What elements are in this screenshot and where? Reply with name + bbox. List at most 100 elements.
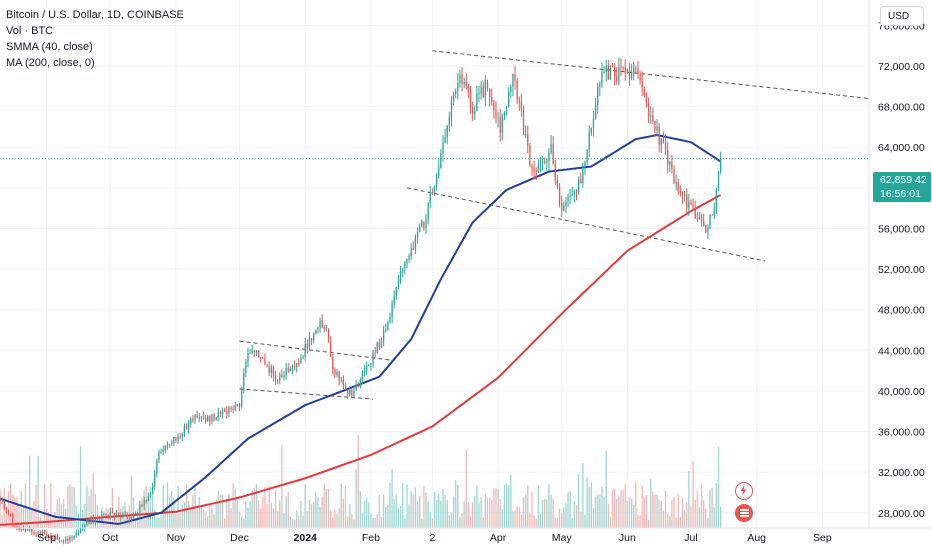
candle: [474, 105, 476, 120]
candle: [14, 522, 16, 529]
lightning-icon[interactable]: [735, 482, 753, 500]
candle-body: [491, 97, 493, 103]
candle: [372, 349, 374, 368]
candle: [700, 213, 703, 227]
volume-bar: [455, 480, 457, 528]
candle: [29, 526, 31, 532]
candle-body: [198, 417, 200, 419]
candle-body: [548, 153, 550, 162]
volume-bar: [705, 508, 707, 528]
volume-bar: [711, 487, 713, 528]
candle: [209, 415, 211, 427]
candle: [686, 188, 688, 214]
candle: [577, 176, 580, 195]
legend-ma: MA (200, close, 0): [6, 57, 95, 69]
candle-body: [645, 95, 648, 104]
volume-bar: [370, 513, 372, 528]
candle-body: [588, 132, 590, 150]
volume-bar: [524, 494, 527, 528]
volume-bar: [397, 507, 400, 528]
candle: [567, 193, 569, 207]
time-axis: Sep Oct Nov Dec 2024 Feb 2 Apr May Jun Jul Aug Sep: [37, 532, 832, 544]
candle: [465, 73, 467, 90]
candle: [315, 329, 317, 335]
candle: [573, 189, 576, 203]
volume-bar: [404, 518, 406, 528]
candle: [363, 365, 366, 377]
volume-bar: [616, 498, 618, 528]
candle: [293, 360, 296, 371]
volume-bar: [594, 496, 597, 528]
candle-body: [467, 85, 470, 92]
volume-bar: [77, 513, 80, 528]
volume-bar: [366, 497, 368, 528]
candle-body: [637, 69, 639, 74]
trendline: [432, 50, 870, 99]
volume-bar: [385, 506, 387, 528]
candle-body: [168, 444, 171, 446]
candle: [126, 512, 128, 520]
candle: [647, 97, 650, 123]
candle-body: [118, 512, 120, 517]
candle: [580, 172, 582, 184]
candle-body: [217, 412, 219, 418]
volume-bar: [26, 509, 29, 528]
candle-body: [14, 523, 16, 527]
candle-body: [35, 534, 37, 536]
candle: [41, 529, 44, 537]
candle-body: [614, 66, 616, 77]
candle: [1, 497, 3, 505]
volume-bar: [166, 482, 169, 528]
candle: [664, 134, 667, 155]
candle: [236, 403, 239, 407]
candle-body: [482, 86, 484, 98]
volume-bar: [281, 444, 283, 528]
volume-bar: [537, 485, 540, 528]
candle-body: [592, 118, 595, 128]
candle-body: [688, 201, 690, 208]
candle-body: [196, 415, 198, 418]
y-tick-label: 40,000.00: [878, 386, 925, 398]
candle-body: [276, 380, 279, 382]
candle: [550, 135, 552, 155]
candle: [399, 266, 402, 284]
candle: [158, 449, 160, 464]
candle: [340, 376, 342, 383]
candle: [419, 223, 421, 233]
candle: [221, 407, 224, 419]
candle-body: [243, 372, 245, 390]
volume-bar: [671, 499, 673, 528]
candle-body: [39, 532, 41, 535]
candle-body: [397, 279, 400, 288]
volume-bar: [346, 516, 349, 528]
volume-bar: [351, 514, 353, 528]
volume-bar: [88, 495, 90, 528]
candle: [626, 68, 629, 75]
volume-bar: [327, 489, 330, 528]
candle: [376, 341, 378, 354]
x-tick-label: Oct: [102, 532, 118, 544]
candle-body: [641, 80, 643, 89]
flag-icon[interactable]: [735, 504, 753, 522]
candle: [353, 385, 355, 399]
bar-countdown: 16:56:01: [880, 188, 921, 200]
candles: [0, 57, 722, 545]
volume-bar: [527, 485, 529, 528]
volume-bar: [344, 486, 347, 528]
volume-bar: [505, 483, 508, 528]
candle: [603, 65, 605, 74]
currency-button[interactable]: USD: [880, 6, 924, 26]
candle-body: [656, 126, 658, 131]
candle-body: [584, 162, 586, 168]
candle-body: [213, 414, 215, 420]
candle: [681, 191, 684, 204]
candle-body: [541, 161, 544, 164]
candle: [342, 375, 345, 390]
volume-bar: [647, 519, 650, 528]
volume-bar: [304, 483, 306, 528]
candle-body: [98, 518, 101, 520]
candle-body: [368, 364, 370, 366]
volume-bar: [336, 513, 338, 528]
candle-body: [669, 161, 671, 165]
